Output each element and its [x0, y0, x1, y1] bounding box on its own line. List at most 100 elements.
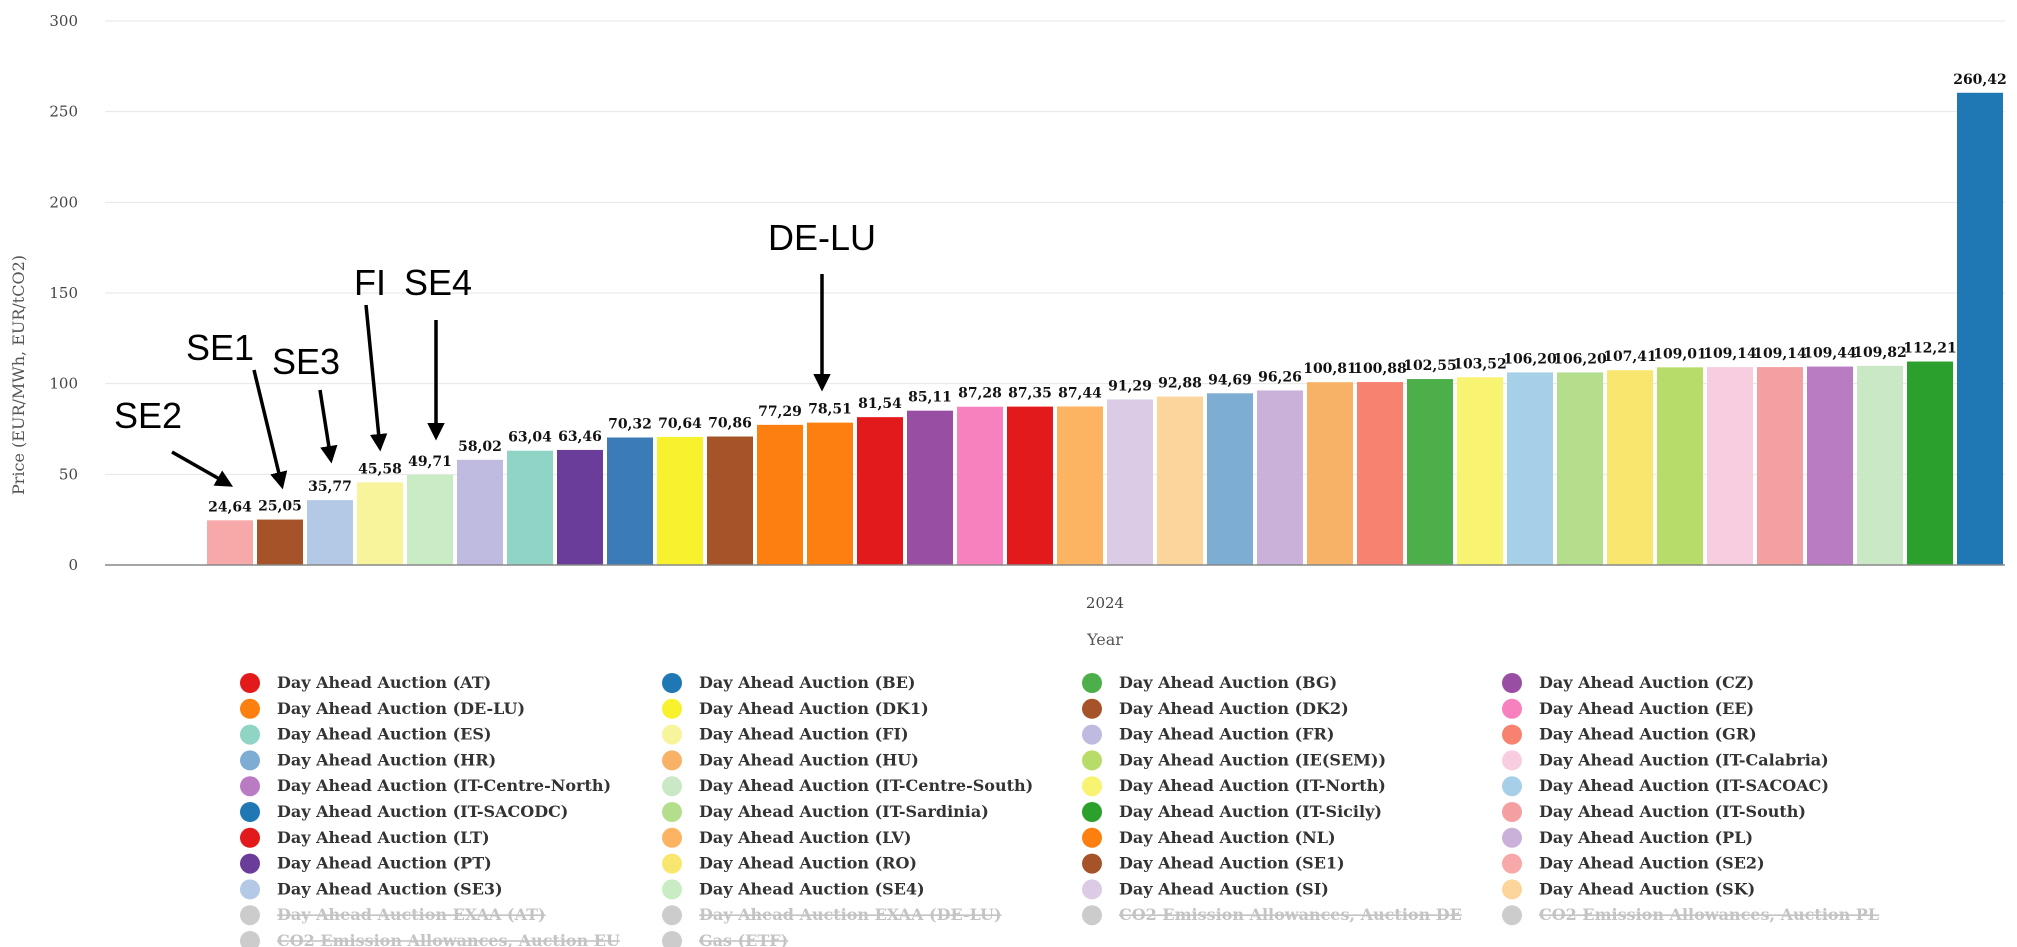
data-label: 100,81: [1303, 361, 1357, 377]
data-label: 92,88: [1158, 376, 1202, 392]
legend-item[interactable]: Day Ahead Auction (HR): [240, 750, 496, 771]
data-label: 49,71: [408, 454, 452, 470]
legend-swatch: [1502, 827, 1522, 848]
legend-label: Day Ahead Auction (AT): [277, 673, 491, 692]
bar: [1907, 361, 1953, 565]
data-label: 109,14: [1753, 346, 1807, 362]
y-tick-label: 150: [49, 284, 78, 302]
data-label: 63,46: [558, 429, 602, 445]
legend-label: Day Ahead Auction (EE): [1539, 699, 1754, 718]
bar: [907, 410, 953, 565]
legend-item[interactable]: Day Ahead Auction (BG): [1082, 673, 1337, 693]
legend-item[interactable]: Day Ahead Auction (IT-Centre-South): [662, 776, 1033, 797]
legend-item[interactable]: Day Ahead Auction (LT): [240, 827, 490, 848]
legend-swatch: [240, 879, 260, 900]
legend-item[interactable]: Day Ahead Auction (IT-Centre-North): [240, 776, 611, 797]
legend-label: Day Ahead Auction EXAA (DE-LU): [699, 905, 1002, 924]
data-label: 109,14: [1703, 346, 1757, 362]
legend-item[interactable]: Day Ahead Auction (IE(SEM)): [1082, 750, 1386, 771]
legend-item[interactable]: CO2 Emission Allowances, Auction EU: [240, 931, 620, 947]
legend-item[interactable]: Gas (ETF): [662, 931, 788, 947]
legend-label: Day Ahead Auction (IT-SACOAC): [1539, 776, 1829, 795]
legend-item[interactable]: Day Ahead Auction (PL): [1502, 827, 1753, 848]
legend-label: Day Ahead Auction (IT-Centre-North): [277, 776, 611, 795]
y-tick-label: 250: [49, 103, 78, 121]
legend-item[interactable]: Day Ahead Auction (SE2): [1502, 853, 1765, 874]
legend-label: Day Ahead Auction (HR): [277, 750, 496, 769]
legend-item[interactable]: Day Ahead Auction (SK): [1502, 879, 1755, 900]
legend-item[interactable]: Day Ahead Auction (ES): [240, 724, 491, 745]
legend-swatch: [662, 698, 682, 719]
legend-label: Day Ahead Auction (RO): [699, 854, 917, 873]
legend-label: CO2 Emission Allowances, Auction DE: [1119, 905, 1462, 924]
legend-item[interactable]: CO2 Emission Allowances, Auction DE: [1082, 905, 1462, 926]
legend-item[interactable]: Day Ahead Auction EXAA (AT): [240, 905, 546, 926]
legend-item[interactable]: Day Ahead Auction EXAA (DE-LU): [662, 905, 1002, 926]
legend-item[interactable]: Day Ahead Auction (DK2): [1082, 698, 1349, 719]
legend-item[interactable]: Day Ahead Auction (IT-SACODC): [240, 802, 568, 822]
legend-swatch: [1502, 802, 1522, 822]
legend-label: Day Ahead Auction (ES): [277, 725, 491, 744]
legend-item[interactable]: Day Ahead Auction (EE): [1502, 698, 1754, 719]
legend-item[interactable]: Day Ahead Auction (HU): [662, 750, 919, 771]
legend-item[interactable]: Day Ahead Auction (DK1): [662, 698, 929, 719]
legend-item[interactable]: Day Ahead Auction (SE4): [662, 879, 925, 900]
legend-item[interactable]: CO2 Emission Allowances, Auction PL: [1502, 905, 1879, 926]
legend-label: Day Ahead Auction (DE-LU): [277, 699, 525, 718]
bar: [957, 406, 1003, 565]
legend-item[interactable]: Day Ahead Auction (SI): [1082, 879, 1329, 900]
legend-label: Day Ahead Auction (IT-North): [1119, 776, 1386, 795]
legend-swatch: [240, 724, 260, 745]
legend-item[interactable]: Day Ahead Auction (IT-South): [1502, 802, 1806, 822]
legend-item[interactable]: Day Ahead Auction (IT-Calabria): [1502, 750, 1829, 771]
bar: [1707, 367, 1753, 565]
data-label: 96,26: [1258, 369, 1302, 385]
data-label: 85,11: [908, 390, 952, 406]
data-label: 58,02: [458, 439, 502, 455]
legend-label: CO2 Emission Allowances, Auction PL: [1539, 905, 1879, 924]
legend-item[interactable]: Day Ahead Auction (FI): [662, 724, 909, 745]
bar: [507, 450, 553, 565]
legend-item[interactable]: Day Ahead Auction (NL): [1082, 827, 1336, 848]
bar: [807, 422, 853, 565]
legend-label: Day Ahead Auction (LT): [277, 828, 490, 847]
data-label: 103,52: [1453, 356, 1507, 372]
legend-item[interactable]: Day Ahead Auction (AT): [240, 673, 491, 693]
legend-item[interactable]: Day Ahead Auction (CZ): [1502, 673, 1754, 693]
legend-label: Day Ahead Auction (PT): [277, 854, 492, 873]
legend-item[interactable]: Day Ahead Auction (SE1): [1082, 853, 1345, 874]
legend-item[interactable]: Day Ahead Auction (LV): [662, 827, 912, 848]
legend-label: Day Ahead Auction (SE1): [1119, 854, 1345, 873]
legend-item[interactable]: Day Ahead Auction (DE-LU): [240, 698, 525, 719]
legend-label: Day Ahead Auction (BE): [699, 673, 915, 692]
legend-item[interactable]: Day Ahead Auction (BE): [662, 673, 915, 693]
legend-swatch: [1082, 905, 1102, 926]
bar: [1257, 390, 1303, 565]
data-label: 77,29: [758, 404, 802, 420]
bar: [1007, 406, 1053, 565]
legend-item[interactable]: Day Ahead Auction (IT-Sicily): [1082, 802, 1382, 822]
legend-swatch: [662, 673, 682, 693]
legend-label: Day Ahead Auction (LV): [699, 828, 912, 847]
legend-item[interactable]: Day Ahead Auction (IT-Sardinia): [662, 802, 989, 822]
legend-item[interactable]: Day Ahead Auction (RO): [662, 853, 917, 874]
legend-item[interactable]: Day Ahead Auction (GR): [1502, 724, 1757, 745]
legend-item[interactable]: Day Ahead Auction (FR): [1082, 724, 1334, 745]
bar: [1207, 393, 1253, 565]
bar: [1657, 367, 1703, 565]
legend-item[interactable]: Day Ahead Auction (IT-North): [1082, 776, 1386, 797]
legend-label: Day Ahead Auction (DK2): [1119, 699, 1349, 718]
legend-item[interactable]: Day Ahead Auction (IT-SACOAC): [1502, 776, 1829, 797]
legend-label: Day Ahead Auction (BG): [1119, 673, 1337, 692]
annotation-arrow: [364, 304, 388, 452]
x-axis-title: Year: [1086, 630, 1123, 649]
legend-swatch: [662, 724, 682, 745]
data-label: 87,28: [958, 386, 1002, 402]
y-tick-label: 50: [59, 465, 78, 483]
legend-item[interactable]: Day Ahead Auction (PT): [240, 853, 492, 874]
legend-item[interactable]: Day Ahead Auction (SE3): [240, 879, 503, 900]
legend-label: Day Ahead Auction (NL): [1119, 828, 1336, 847]
legend-label: Day Ahead Auction (IT-Centre-South): [699, 776, 1033, 795]
